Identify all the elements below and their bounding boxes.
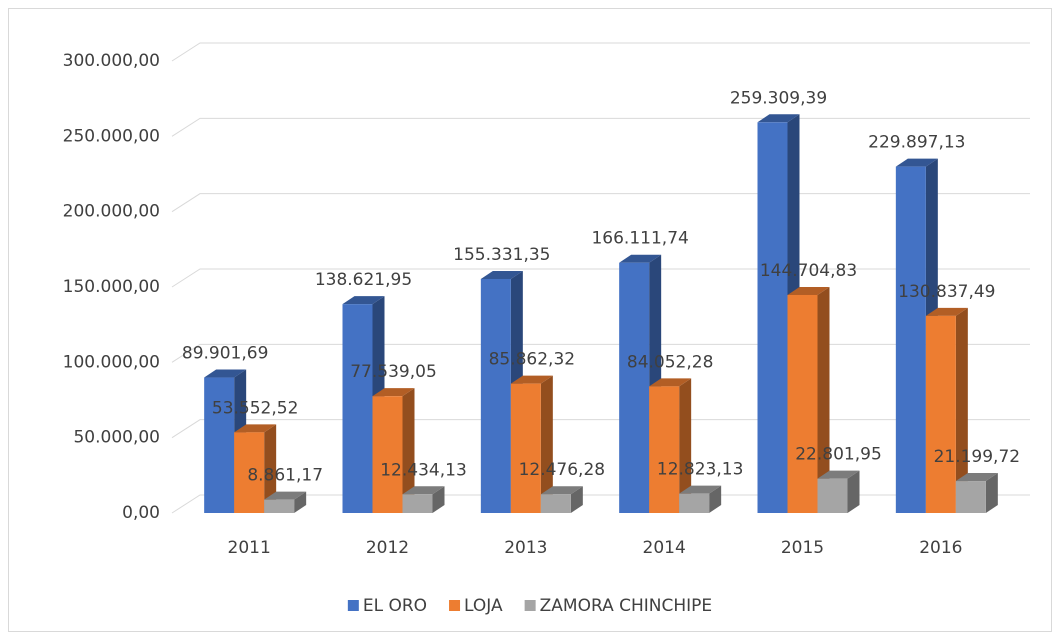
bar-top <box>925 307 968 316</box>
value-label: 144.704,83 <box>760 261 857 281</box>
legend-swatch <box>449 600 461 611</box>
x-tick-label: 2011 <box>228 538 271 558</box>
grid-line <box>171 117 1030 137</box>
legend-label: EL ORO <box>363 596 427 616</box>
bar-top <box>817 470 860 479</box>
value-label: 85.862,32 <box>489 350 576 370</box>
bar-top <box>480 270 523 279</box>
value-label: 53.552,52 <box>212 398 299 418</box>
x-tick-label: 2013 <box>504 538 547 558</box>
bar-top <box>787 286 830 295</box>
value-label: 21.199,72 <box>934 447 1021 467</box>
grid-line <box>171 419 1030 439</box>
bar-top <box>540 486 583 495</box>
bar <box>342 304 373 513</box>
bar <box>679 493 710 513</box>
bar-top <box>679 485 722 494</box>
bar <box>372 396 403 513</box>
bar-top <box>649 378 692 387</box>
bar-side <box>679 378 692 513</box>
value-label: 138.621,95 <box>315 270 412 290</box>
bar <box>402 494 433 513</box>
bar <box>619 262 650 513</box>
value-label: 259.309,39 <box>730 88 827 108</box>
value-label: 77.539,05 <box>350 362 437 382</box>
legend-swatch <box>524 600 536 611</box>
value-label: 155.331,35 <box>453 245 550 265</box>
bar <box>204 377 235 513</box>
bar-top <box>510 375 553 384</box>
bar-top <box>372 388 415 397</box>
bar-side <box>955 307 968 513</box>
legend-swatch <box>347 600 359 611</box>
grid-line <box>171 343 1030 363</box>
x-tick-label: 2014 <box>643 538 686 558</box>
bar <box>510 383 541 513</box>
value-label: 130.837,49 <box>898 282 995 302</box>
value-label: 89.901,69 <box>182 344 269 364</box>
bar-top <box>757 114 800 123</box>
bar <box>264 499 295 513</box>
bar-side <box>817 286 830 513</box>
y-tick-label: 250.000,00 <box>63 126 160 146</box>
bar <box>787 294 818 513</box>
y-tick-label: 0,00 <box>122 503 160 523</box>
bar <box>649 386 680 513</box>
grid-line <box>171 193 1030 213</box>
bar-top <box>234 424 277 433</box>
x-tick-label: 2012 <box>366 538 409 558</box>
bar-side <box>294 491 307 513</box>
value-label: 8.861,17 <box>247 466 323 486</box>
y-tick-label: 150.000,00 <box>63 277 160 297</box>
bar-top <box>342 296 385 305</box>
legend-label: LOJA <box>464 596 503 616</box>
bar <box>757 122 788 513</box>
bar-top <box>619 254 662 263</box>
grid-line <box>171 268 1030 288</box>
value-label: 12.434,13 <box>380 460 467 480</box>
bar-top <box>204 369 247 378</box>
bar-side <box>709 485 722 513</box>
bar <box>925 315 956 513</box>
legend-label: ZAMORA CHINCHIPE <box>540 596 713 616</box>
bar-side <box>540 375 553 513</box>
bar-side <box>985 473 998 513</box>
value-label: 12.476,28 <box>519 460 606 480</box>
bar <box>895 166 926 514</box>
y-tick-label: 100.000,00 <box>63 352 160 372</box>
grid-line <box>171 494 1030 514</box>
bar-top <box>955 473 998 482</box>
bar-top <box>264 491 307 500</box>
bar-side <box>264 424 277 513</box>
value-label: 166.111,74 <box>591 229 688 249</box>
bar <box>817 478 848 513</box>
bar-top <box>402 486 445 495</box>
bar-top <box>895 158 938 167</box>
value-label: 22.801,95 <box>795 445 882 465</box>
bar-side <box>432 486 445 513</box>
y-tick-label: 50.000,00 <box>73 428 160 448</box>
chart-border <box>8 8 1052 632</box>
value-label: 84.052,28 <box>627 352 714 372</box>
bar <box>234 432 265 513</box>
bar <box>955 481 986 513</box>
bar <box>540 494 571 513</box>
x-tick-label: 2016 <box>919 538 962 558</box>
bar-side <box>847 470 860 513</box>
x-tick-label: 2015 <box>781 538 824 558</box>
bar-side <box>570 486 583 513</box>
bar-side <box>402 388 415 513</box>
y-tick-label: 200.000,00 <box>63 202 160 222</box>
value-label: 229.897,13 <box>868 133 965 153</box>
bar <box>480 278 511 513</box>
grid-line <box>171 42 1030 62</box>
value-label: 12.823,13 <box>657 460 744 480</box>
y-tick-label: 300.000,00 <box>63 51 160 71</box>
